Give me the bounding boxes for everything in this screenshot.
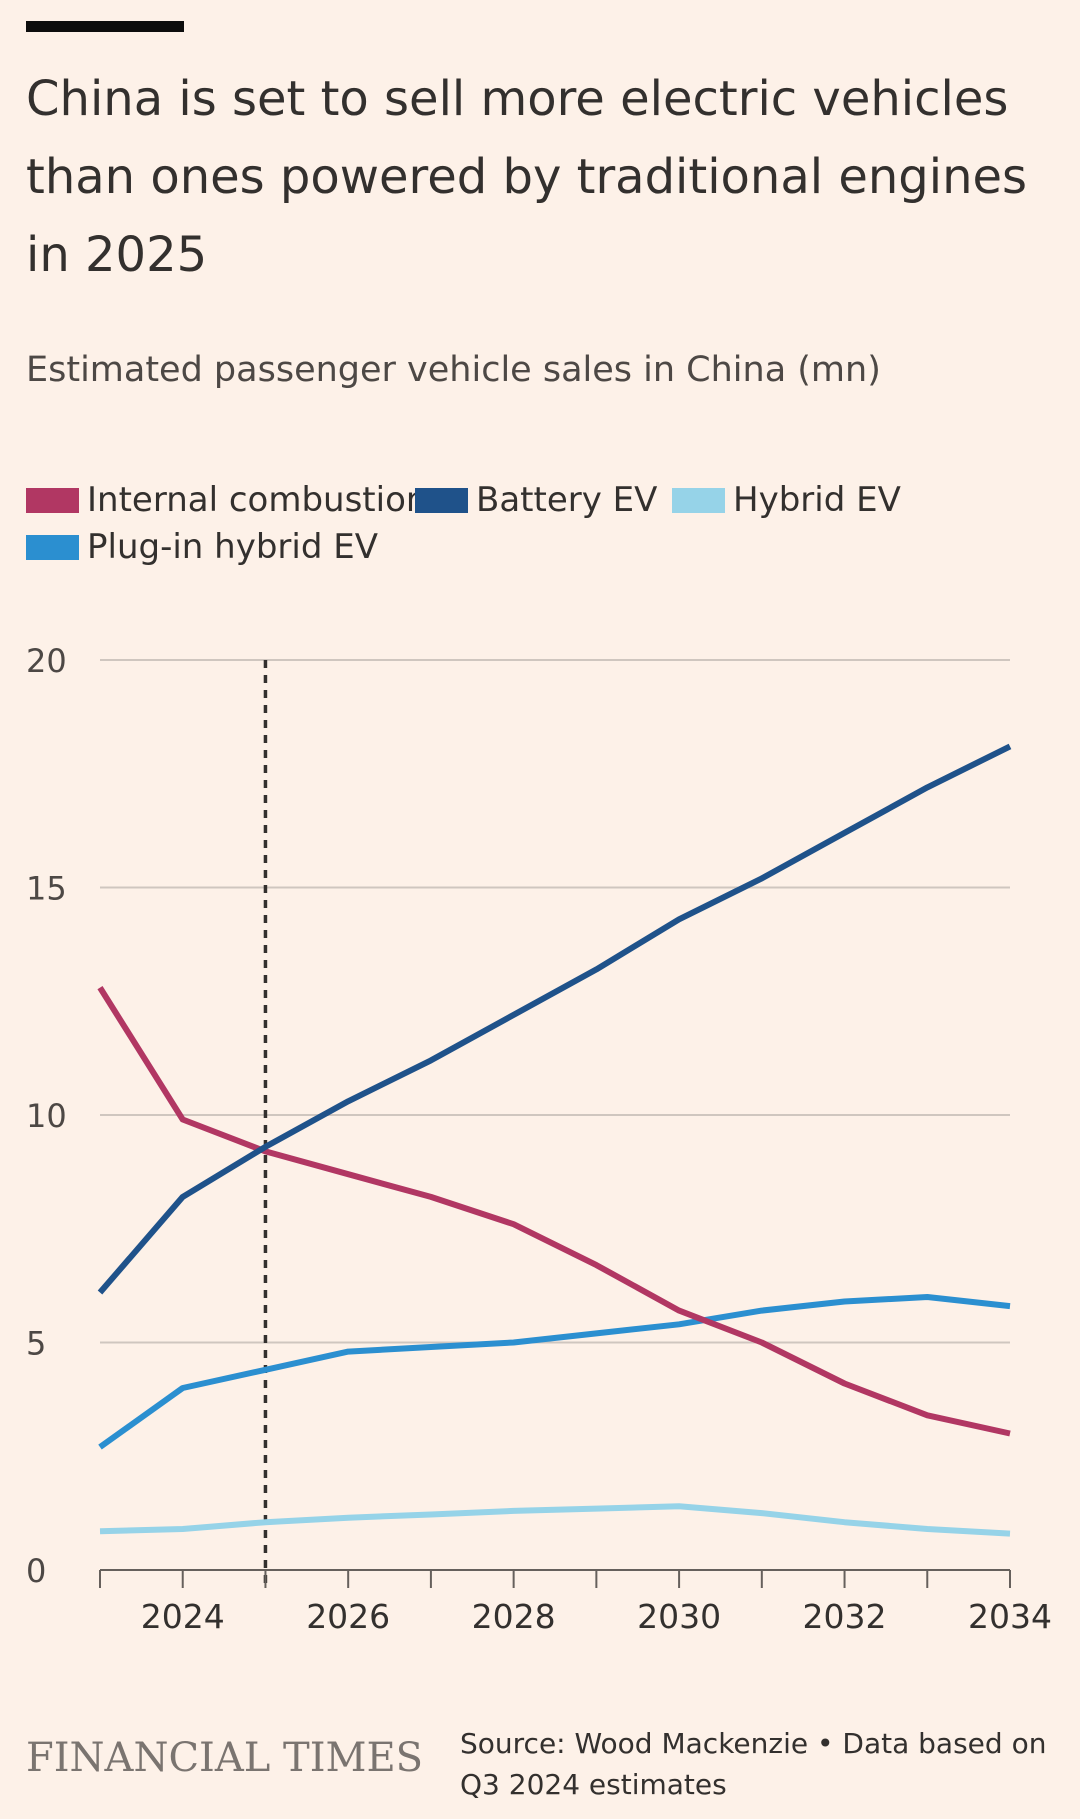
- source-note: Source: Wood Mackenzie • Data based on Q…: [460, 1727, 1047, 1801]
- legend-item-battery-ev: Battery EV: [415, 477, 657, 523]
- x-tick-label-2028: 2028: [472, 1597, 556, 1636]
- legend-item-hybrid-ev: Hybrid EV: [672, 477, 901, 523]
- legend-swatch-hybrid-ev: [672, 487, 725, 513]
- x-tick-label-2032: 2032: [803, 1597, 887, 1636]
- series-line-plug-in-hybrid-ev: [98, 1294, 1011, 1450]
- x-tick-label-2034: 2034: [968, 1597, 1052, 1636]
- chart-title: China is set to sell more electric vehic…: [26, 71, 1028, 283]
- legend-label-internal-combustion: Internal combustion: [87, 480, 428, 520]
- legend-item-internal-combustion: Internal combustion: [26, 477, 427, 523]
- ft-brand-logo: FINANCIAL TIMES: [26, 1735, 424, 1781]
- legend-swatch-plugin-hybrid-ev: [26, 534, 79, 560]
- y-tick-label-20: 20: [26, 642, 67, 680]
- y-tick-label-5: 5: [26, 1325, 46, 1363]
- line-chart: 0 5 10 15 20 2024 2026 2028 2030 2032 2034: [26, 642, 1052, 1636]
- legend-label-plugin-hybrid-ev: Plug-in hybrid EV: [87, 527, 378, 567]
- y-tick-label-0: 0: [26, 1552, 46, 1590]
- series-line-hybrid-ev: [99, 1503, 1011, 1537]
- legend-swatch-internal-combustion: [26, 487, 79, 513]
- legend-item-plugin-hybrid-ev: Plug-in hybrid EV: [26, 524, 378, 570]
- chart-subtitle: Estimated passenger vehicle sales in Chi…: [26, 350, 881, 390]
- y-tick-label-10: 10: [26, 1097, 67, 1135]
- series-line-internal-combustion: [97, 986, 1011, 1437]
- x-tick-label-2026: 2026: [306, 1597, 390, 1636]
- top-accent-bar: [26, 21, 184, 32]
- y-tick-label-15: 15: [26, 870, 67, 908]
- series-line-battery-ev: [97, 743, 1012, 1295]
- legend-swatch-battery-ev: [415, 487, 468, 513]
- legend-label-hybrid-ev: Hybrid EV: [733, 480, 901, 520]
- legend-label-battery-ev: Battery EV: [476, 480, 658, 520]
- x-tick-label-2030: 2030: [637, 1597, 721, 1636]
- x-tick-label-2024: 2024: [141, 1597, 225, 1636]
